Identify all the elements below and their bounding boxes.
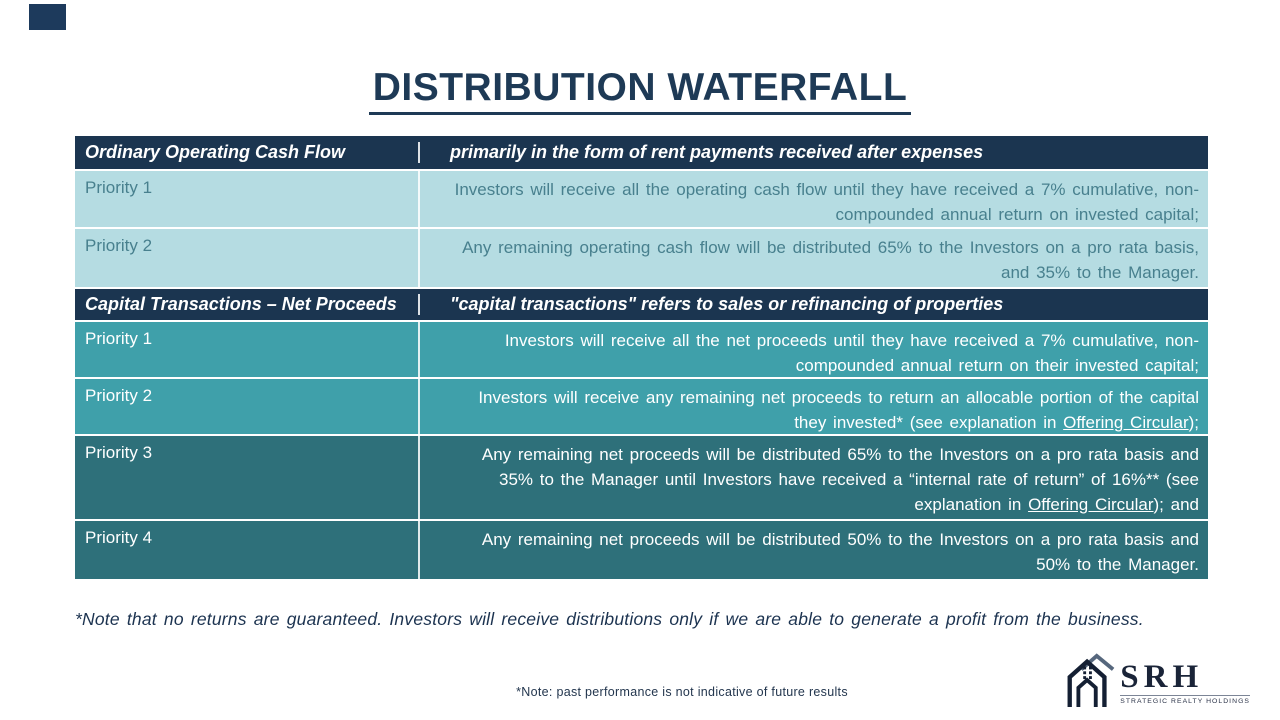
section-header-label: Ordinary Operating Cash Flow	[75, 142, 420, 163]
priority-label: Priority 2	[75, 379, 420, 434]
logo-acronym: SRH	[1120, 658, 1204, 695]
table-row: Priority 3 Any remaining net proceeds wi…	[75, 436, 1208, 521]
section-header-capital-transactions: Capital Transactions – Net Proceeds "cap…	[75, 289, 1208, 322]
logo-text-block: SRH STRATEGIC REALTY HOLDINGS	[1120, 658, 1250, 705]
house-icon	[1060, 653, 1118, 712]
priority-description: Any remaining net proceeds will be distr…	[420, 436, 1208, 519]
priority-description: Investors will receive all the net proce…	[504, 331, 1199, 375]
distribution-waterfall-table: Ordinary Operating Cash Flow primarily i…	[75, 136, 1208, 581]
priority-label: Priority 2	[75, 229, 420, 287]
priority-description: Investors will receive all the operating…	[454, 180, 1199, 224]
priority-label: Priority 1	[75, 322, 420, 377]
priority-text-before: Investors will receive any remaining net…	[478, 388, 1199, 432]
company-logo: SRH STRATEGIC REALTY HOLDINGS	[1060, 653, 1250, 712]
priority-label: Priority 3	[75, 436, 420, 519]
offering-circular-link[interactable]: Offering Circular	[1063, 413, 1189, 432]
section-header-label: Capital Transactions – Net Proceeds	[75, 294, 420, 315]
table-row: Priority 2 Any remaining operating cash …	[75, 229, 1208, 289]
guarantee-footnote: *Note that no returns are guaranteed. In…	[75, 609, 1144, 629]
table-row: Priority 4 Any remaining net proceeds wi…	[75, 521, 1208, 581]
table-row: Priority 2 Investors will receive any re…	[75, 379, 1208, 436]
table-row: Priority 1 Investors will receive all th…	[75, 171, 1208, 229]
priority-text-before: Any remaining net proceeds will be distr…	[481, 445, 1199, 514]
priority-text-after: ); and	[1153, 495, 1199, 514]
priority-label: Priority 1	[75, 171, 420, 227]
priority-label: Priority 4	[75, 521, 420, 579]
section-header-description: primarily in the form of rent payments r…	[450, 142, 984, 162]
page-title: DISTRIBUTION WATERFALL	[368, 66, 912, 115]
priority-description: Any remaining net proceeds will be distr…	[481, 530, 1199, 574]
priority-text-after: );	[1188, 413, 1199, 432]
past-performance-note: *Note: past performance is not indicativ…	[516, 685, 848, 699]
section-header-description: "capital transactions" refers to sales o…	[450, 294, 1004, 314]
slide-title-wrap: DISTRIBUTION WATERFALL	[0, 66, 1280, 115]
corner-accent-rectangle	[29, 4, 66, 30]
logo-company-name: STRATEGIC REALTY HOLDINGS	[1120, 694, 1250, 705]
priority-description: Any remaining operating cash flow will b…	[462, 238, 1199, 282]
offering-circular-link[interactable]: Offering Circular	[1028, 495, 1154, 514]
priority-description: Investors will receive any remaining net…	[420, 379, 1208, 434]
section-header-ordinary-operating-cash-flow: Ordinary Operating Cash Flow primarily i…	[75, 136, 1208, 171]
table-row: Priority 1 Investors will receive all th…	[75, 322, 1208, 379]
